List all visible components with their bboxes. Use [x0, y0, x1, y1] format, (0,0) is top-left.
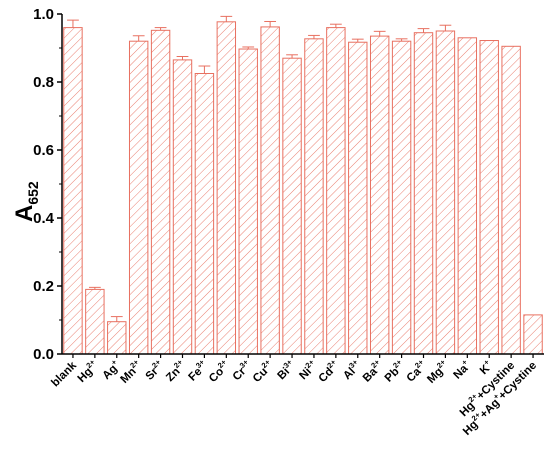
x-tick-label: Cd2+: [314, 357, 342, 385]
bar: [260, 26, 280, 355]
bar: [501, 45, 521, 355]
y-tick-label: 0.6: [33, 142, 54, 159]
y-tick-label: 0.4: [33, 210, 55, 227]
bar: [391, 40, 412, 355]
x-tick-label: Zn2+: [162, 357, 189, 384]
bar: [369, 35, 390, 355]
x-tick-label: Cr3+: [229, 357, 255, 383]
bar: [194, 73, 215, 355]
x-tick-label: blank: [49, 359, 79, 389]
bar: [238, 48, 258, 355]
bar: [63, 27, 83, 355]
x-tick-label: Sr2+: [141, 357, 167, 383]
x-tick-label: Mn2+: [116, 357, 145, 386]
x-tick-label: Al3+: [339, 357, 364, 382]
x-tick-label: Fe3+: [184, 357, 211, 384]
bar: [107, 321, 127, 355]
x-tick-label: Co2+: [205, 357, 233, 385]
x-tick-label: Ba2+: [359, 357, 386, 384]
bar: [348, 41, 368, 355]
bar: [326, 27, 346, 355]
bar: [457, 37, 478, 355]
bars-layer: [63, 15, 543, 355]
y-axis-label-base: A: [11, 205, 38, 222]
bar: [435, 30, 456, 355]
bar: [128, 40, 149, 355]
bar: [85, 288, 105, 355]
y-tick-label: 1.0: [33, 6, 54, 23]
x-tick-label: K+: [476, 357, 496, 377]
bar: [523, 314, 543, 355]
bar: [282, 57, 302, 355]
x-tick-label: Bi3+: [273, 357, 298, 382]
bar: [150, 29, 171, 355]
x-tick-label: Ni2+: [295, 357, 320, 382]
bar: [304, 38, 324, 355]
x-tick-label: Ca2+: [403, 357, 430, 384]
y-axis-label-sub: 652: [25, 181, 41, 205]
bar: [413, 32, 434, 355]
bar: [216, 21, 237, 355]
x-tick-label: Hg2+: [73, 357, 101, 385]
y-axis-label: A652: [11, 181, 41, 222]
x-tick-label: Na+: [449, 357, 474, 382]
y-tick-label: 0.8: [33, 74, 54, 91]
y-tick-label: 0.0: [33, 346, 54, 363]
x-tick-label: Mg2+: [423, 357, 452, 386]
x-tick-label: Cu2+: [249, 357, 277, 385]
bar: [172, 59, 193, 355]
y-tick-label: 0.2: [33, 278, 54, 295]
bar: [479, 40, 499, 355]
x-tick-label: Pb2+: [381, 357, 408, 384]
